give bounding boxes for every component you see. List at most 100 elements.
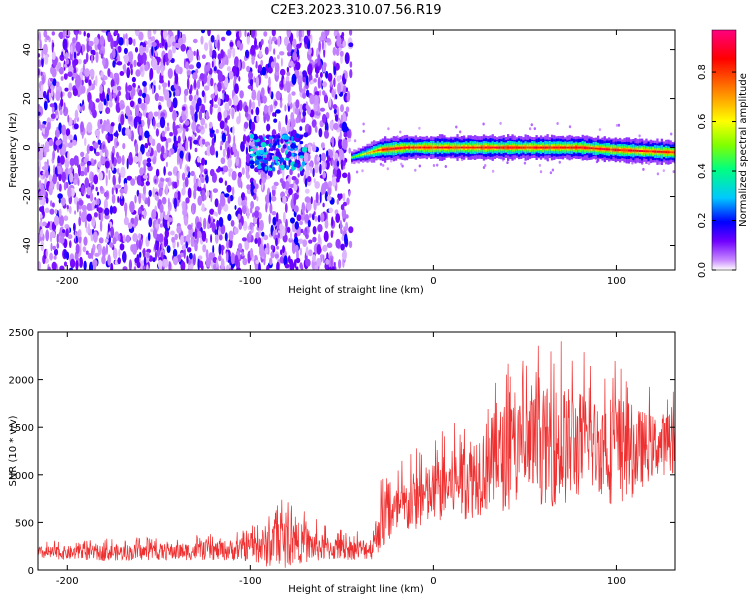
spectrogram-cell [257,217,260,228]
spectrogram-cell [301,161,306,166]
spectrogram-cell [127,84,133,92]
spectrogram-cell [338,138,343,150]
spectrogram-cell [84,217,87,229]
spectrogram-cell [277,36,281,47]
spectrogram-cell [224,122,228,128]
spectrogram-cell [269,136,273,140]
spectrogram-cell [315,73,319,79]
spectrogram-cell [75,74,81,87]
spectrogram-cell [128,259,132,270]
spectrogram-cell [229,194,234,202]
spectrogram-cell [355,155,358,157]
spectrogram-cell [49,103,55,108]
spectrogram-cell [51,51,56,60]
spectrogram-cell [81,79,84,86]
spectrogram-cell [335,94,338,100]
spectrogram-cell [336,199,339,205]
spectrogram-cell [353,156,356,158]
spectrogram-cell [54,208,58,215]
spectrogram-cell [496,146,499,149]
spectrogram-cell [248,145,251,153]
spectrogram-cell [150,36,153,42]
spectrogram-cell [225,30,232,36]
spectrogram-cell [125,127,130,136]
spectrogram-cell [275,109,281,114]
spectrogram-cell [319,89,322,97]
spectrogram-cell [246,35,250,45]
spectrogram-cell [485,146,488,149]
spectrogram-cell [272,112,276,117]
spectrogram-cell [277,150,280,157]
spectrogram-cell [200,30,206,34]
spectrogram-cell [161,37,165,47]
spectrogram-cell [484,164,487,167]
spectrogram-cell [198,139,203,145]
spectrogram-cell [386,148,389,151]
spectrogram-cell [312,167,315,178]
spectrogram-cell [605,148,609,151]
spectrogram-cell [185,241,189,249]
spectrogram-cell [186,255,189,264]
spectrogram-cell [555,146,558,149]
spectrogram-cell [298,81,302,93]
spectrogram-cell [323,94,329,104]
spectrogram-cell [104,207,110,216]
spectrogram-cell [307,176,312,183]
spectrogram-cell [142,80,147,87]
spectrogram-cell [87,252,93,259]
spectrogram-cell [111,164,114,171]
spectrogram-cell [138,233,141,240]
snr-frame [37,331,676,571]
spectrogram-cell [399,147,402,150]
spectrogram-cell [216,219,220,229]
x-tick-label: 100 [607,276,626,287]
spectrogram-cell [118,248,121,257]
spectrogram-cell [123,63,127,74]
spectrogram-cell [313,78,317,83]
spectrogram-cell [286,30,291,38]
spectrogram-cell [67,114,70,123]
spectrogram-cell [227,213,232,221]
spectrogram-cell [200,264,204,270]
spectrogram-cell [539,146,543,149]
spectrogram-cell [319,163,322,175]
spectrogram-cell [328,207,333,214]
spectrogram-cell [197,232,202,238]
spectrogram-cell [239,90,244,99]
spectrogram-cell [52,173,57,185]
spectrogram-cell [454,146,457,149]
spectrogram-cell [344,233,348,245]
spectrogram-cell [94,252,100,257]
spectrogram-cell [296,30,299,38]
spectrogram-cell [255,106,260,116]
spectrogram-cell [524,146,527,149]
spectrogram-cell [222,148,226,158]
spectrogram-cell [317,54,321,66]
spectrogram-cell [330,230,334,238]
spectrogram-cell [194,111,198,123]
spectrogram-cell [91,184,95,190]
spectrogram-cell [58,215,64,227]
spectrogram-cell [304,188,310,194]
spectrogram-cell [608,148,611,151]
spectrogram-cell [143,256,147,267]
spectrogram-cell [269,257,273,266]
spectrogram-cell [656,172,660,176]
snr-series-line [38,341,675,568]
spectrogram-cell [44,169,49,179]
spectrogram-cell [298,34,301,42]
spectrogram-cell [298,151,305,157]
spectrogram-cell [154,250,158,261]
spectrogram-cell [198,179,202,188]
spectrogram-cell [62,30,66,38]
spectrogram-cell [209,168,215,177]
spectrogram-cell [410,146,413,149]
spectrogram-cell [522,146,525,149]
spectrogram-cell [654,150,657,153]
y-tick-label: 0 [22,144,33,150]
spectrogram-cell [342,172,348,179]
spectrogram-cell [341,31,345,38]
spectrogram-cell [217,111,222,122]
spectrogram-cell [104,145,107,154]
spectrogram-cell [305,258,311,267]
